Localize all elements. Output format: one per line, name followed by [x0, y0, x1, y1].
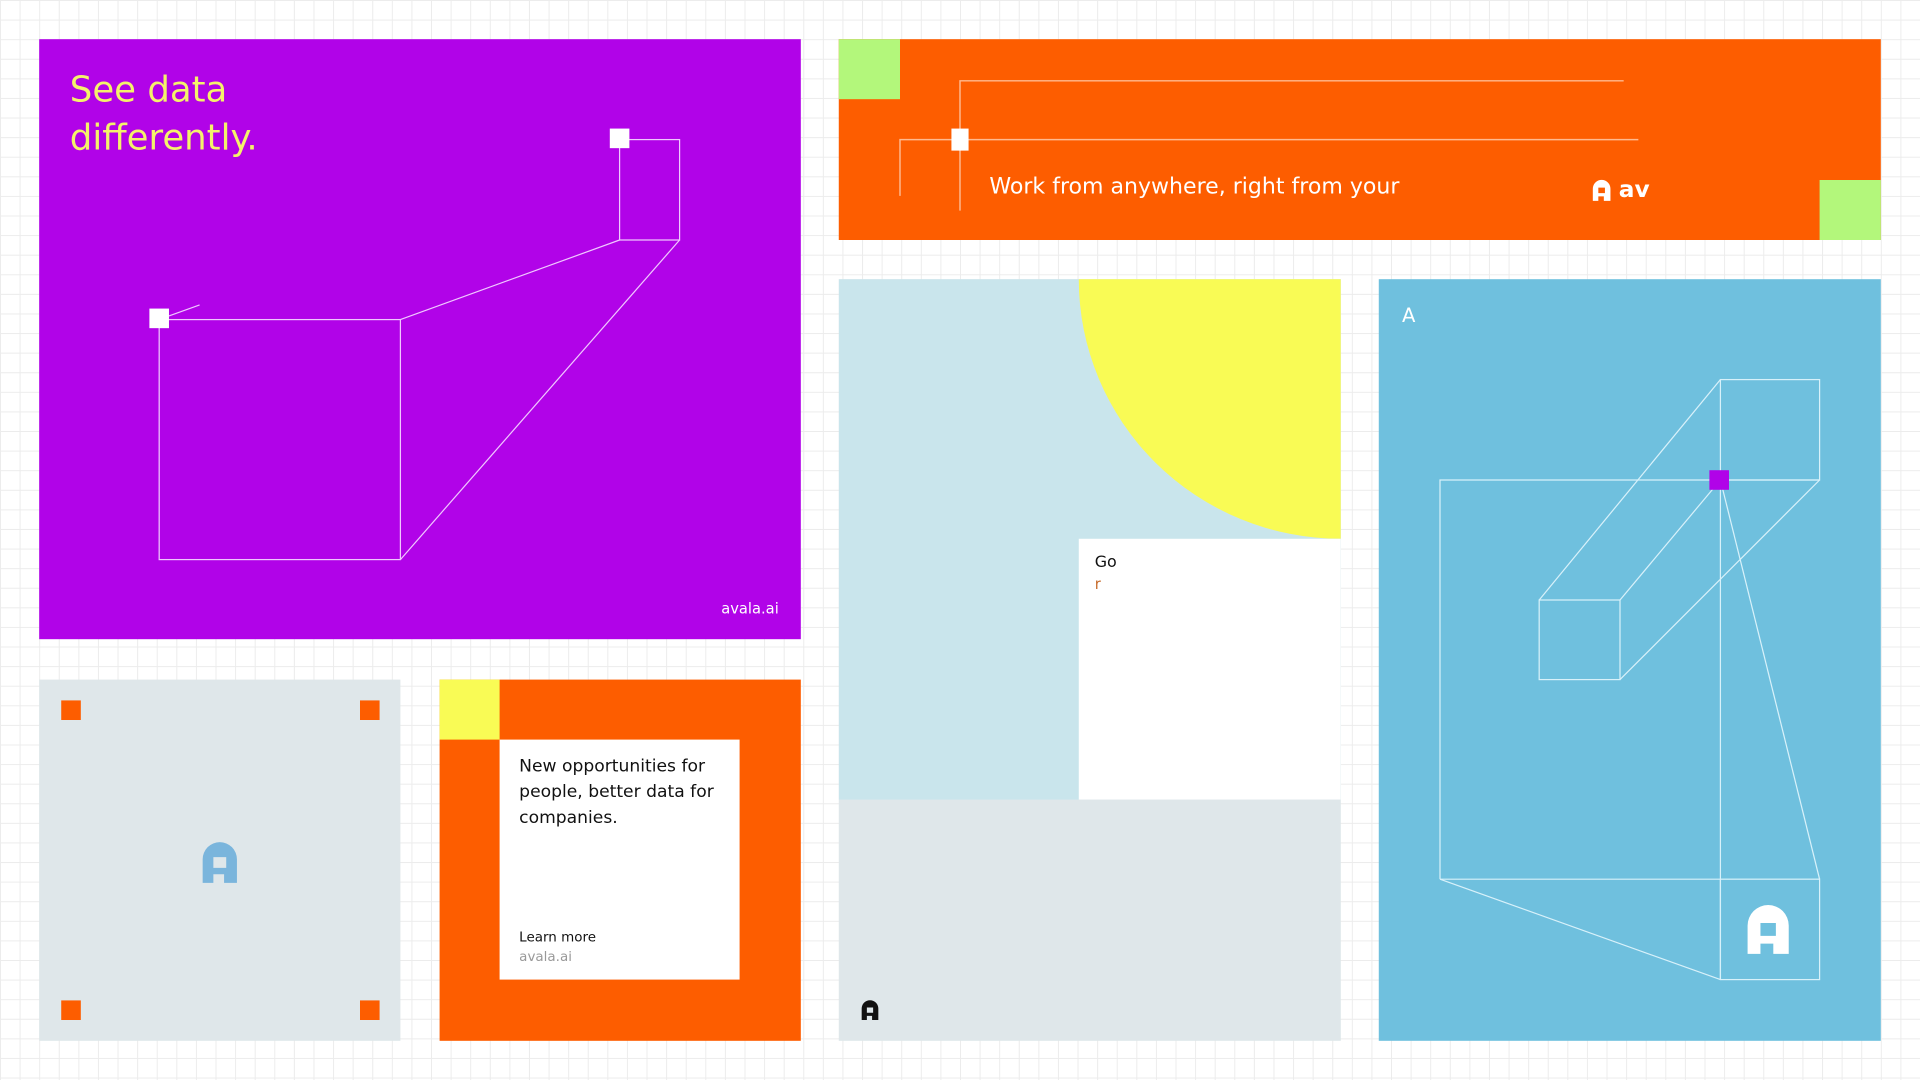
- avala-logo-icon: [861, 1000, 879, 1021]
- line-illustration: [899, 80, 1639, 211]
- orange-marker: [360, 700, 380, 721]
- yellow-block: [439, 679, 500, 740]
- marker: [1709, 470, 1729, 490]
- wireframe-illustration: [149, 128, 681, 561]
- banner-text: Work from anywhere, right from your: [989, 173, 1400, 200]
- orange-marker: [360, 1000, 380, 1021]
- orange-marker: [61, 700, 81, 721]
- marker: [149, 308, 169, 329]
- orange-marker: [61, 1000, 81, 1021]
- white-card: Go r: [1078, 538, 1341, 800]
- white-card: New opportunities for people, better dat…: [499, 739, 740, 980]
- purple-card: See data differently. avala.ai: [39, 39, 801, 640]
- orange-card: New opportunities for people, better dat…: [439, 679, 801, 1041]
- marker: [609, 128, 630, 149]
- url-label: avala.ai: [721, 600, 779, 618]
- card-text: Go: [1094, 553, 1117, 572]
- url-label: avala.ai: [519, 948, 572, 965]
- cube-illustration: [1439, 378, 1821, 981]
- learn-more-link[interactable]: Learn more: [519, 929, 597, 946]
- letter-label: A: [1402, 303, 1416, 327]
- avala-logo-icon: [1592, 179, 1611, 201]
- card-headline: New opportunities for people, better dat…: [519, 756, 714, 828]
- logo-text: av: [1618, 176, 1650, 204]
- split-card: Go r: [838, 279, 1341, 1041]
- green-block: [1819, 180, 1881, 241]
- blue-card: A: [1378, 279, 1881, 1041]
- orange-banner: Work from anywhere, right from your av: [838, 39, 1881, 241]
- marker: [951, 128, 969, 151]
- banner-logo: av: [1591, 176, 1650, 203]
- avala-logo-icon: [1747, 905, 1789, 954]
- card-subtext: r: [1094, 575, 1101, 593]
- grey-card: [39, 679, 401, 1041]
- headline: See data differently.: [69, 68, 258, 158]
- avala-logo-icon: [202, 842, 237, 883]
- green-block: [838, 39, 901, 100]
